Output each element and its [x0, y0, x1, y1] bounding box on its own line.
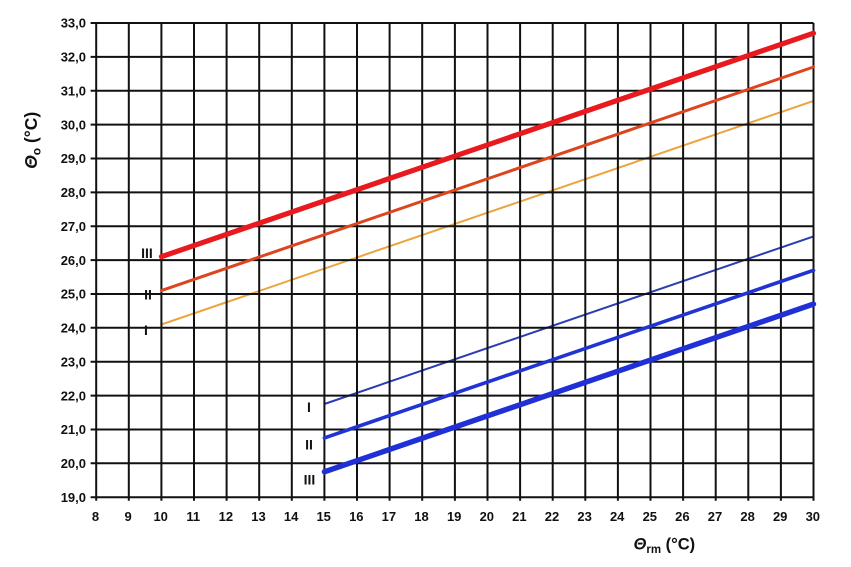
svg-text:12: 12 — [219, 509, 233, 524]
svg-text:II: II — [144, 287, 152, 303]
svg-text:22: 22 — [545, 509, 559, 524]
svg-text:I: I — [307, 399, 311, 415]
svg-text:23,0: 23,0 — [61, 354, 86, 369]
svg-text:24: 24 — [610, 509, 625, 524]
svg-text:17: 17 — [382, 509, 396, 524]
svg-text:19,0: 19,0 — [61, 490, 86, 505]
svg-text:27,0: 27,0 — [61, 219, 86, 234]
svg-text:29: 29 — [773, 509, 787, 524]
svg-text:9: 9 — [124, 509, 131, 524]
svg-text:30: 30 — [806, 509, 820, 524]
svg-text:15: 15 — [316, 509, 330, 524]
svg-text:24,0: 24,0 — [61, 321, 86, 336]
svg-text:28: 28 — [740, 509, 754, 524]
svg-text:32,0: 32,0 — [61, 50, 86, 65]
svg-text:22,0: 22,0 — [61, 388, 86, 403]
svg-text:27: 27 — [708, 509, 722, 524]
svg-text:28,0: 28,0 — [61, 185, 86, 200]
svg-text:33,0: 33,0 — [61, 16, 86, 31]
svg-text:13: 13 — [251, 509, 265, 524]
svg-text:11: 11 — [186, 509, 200, 524]
svg-text:16: 16 — [349, 509, 363, 524]
svg-text:30,0: 30,0 — [61, 117, 86, 132]
svg-text:II: II — [305, 437, 313, 453]
svg-text:III: III — [304, 472, 316, 488]
svg-text:20: 20 — [480, 509, 494, 524]
svg-text:III: III — [141, 245, 153, 261]
svg-text:21,0: 21,0 — [61, 422, 86, 437]
svg-text:19: 19 — [447, 509, 461, 524]
svg-text:25: 25 — [643, 509, 657, 524]
svg-text:23: 23 — [577, 509, 591, 524]
svg-text:29,0: 29,0 — [61, 151, 86, 166]
svg-text:20,0: 20,0 — [61, 456, 86, 471]
svg-text:26,0: 26,0 — [61, 253, 86, 268]
svg-text:26: 26 — [675, 509, 689, 524]
svg-text:Θrm (°C): Θrm (°C) — [634, 536, 696, 557]
svg-text:18: 18 — [414, 509, 428, 524]
svg-text:8: 8 — [92, 509, 99, 524]
svg-text:Θo (°C): Θo (°C) — [21, 112, 44, 169]
svg-text:31,0: 31,0 — [61, 83, 86, 98]
svg-text:10: 10 — [153, 509, 167, 524]
svg-text:21: 21 — [512, 509, 526, 524]
svg-text:14: 14 — [284, 509, 299, 524]
svg-text:I: I — [144, 322, 148, 338]
svg-text:25,0: 25,0 — [61, 287, 86, 302]
